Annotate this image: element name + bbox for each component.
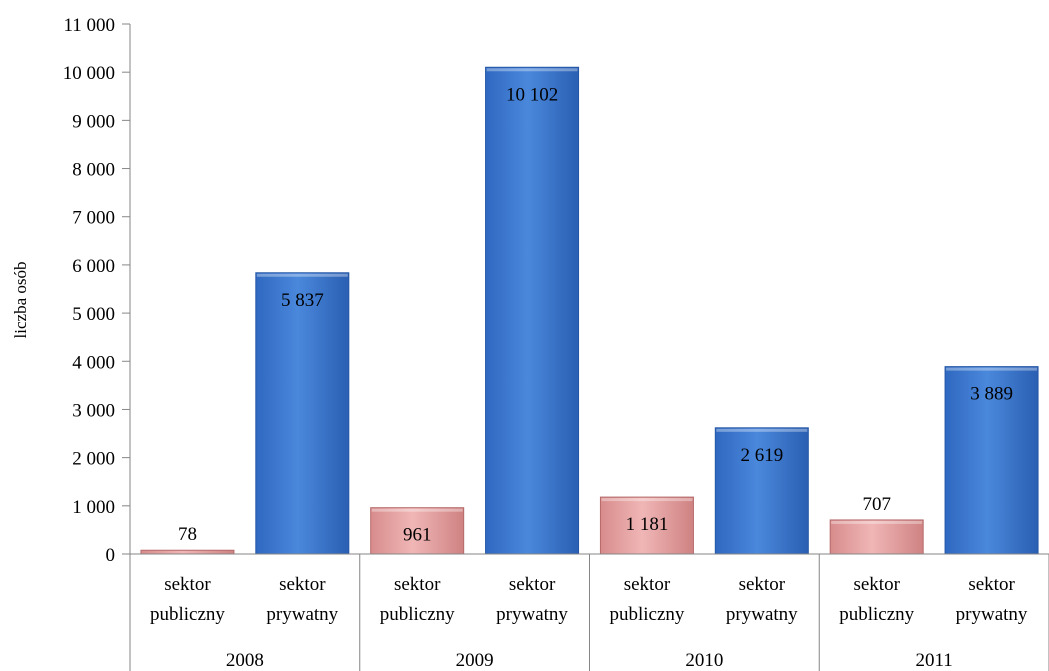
bar-group: 78 [140,524,235,555]
data-label: 961 [403,525,432,546]
x-group-label: 2008 [226,650,264,671]
bar-private [485,66,580,555]
x-category-label-line2: publiczny [150,604,225,625]
bar-group: 707 [829,494,924,555]
bar-highlight [371,508,463,512]
bar-public [140,549,235,555]
bar-public [370,507,465,555]
x-category-label-line1: sektor [394,574,441,595]
bar-group: 3 889 [944,366,1039,555]
bar-highlight [831,520,923,524]
bar-private [255,272,350,555]
y-tick-label: 3 000 [72,400,115,421]
x-category-label-line1: sektor [279,574,326,595]
x-category-label-line2: publiczny [380,604,455,625]
bar-highlight [486,68,578,72]
y-tick-label: 8 000 [72,160,115,181]
data-label: 10 102 [506,84,558,105]
x-category-label-line1: sektor [853,574,900,595]
bar-public [829,519,924,555]
bar-highlight [946,367,1038,371]
y-axis-label: liczba osób [11,262,30,339]
x-group-label: 2009 [456,650,494,671]
x-category-label-line2: prywatny [726,604,798,625]
x-category-label-line2: publiczny [839,604,914,625]
data-label: 3 889 [970,384,1013,405]
data-label: 1 181 [626,514,669,535]
y-tick-label: 10 000 [63,63,115,84]
y-tick-label: 11 000 [63,15,115,36]
bar-group: 961 [370,507,465,555]
x-axis: sektor publiczny sektor prywatny sektor publi… [129,553,1049,671]
y-tick-label: 9 000 [72,111,115,132]
y-tick-label: 4 000 [72,352,115,373]
bar-group: 5 837 [255,272,350,555]
data-label: 78 [178,524,197,545]
x-category-label-line2: prywatny [956,604,1028,625]
y-tick-label: 7 000 [72,208,115,229]
x-category-label-line1: sektor [509,574,556,595]
x-category-label-line1: sektor [739,574,786,595]
y-tick-label: 2 000 [72,449,115,470]
x-category-label-line1: sektor [968,574,1015,595]
y-axis: 0 1 000 2 000 3 000 4 000 5 000 6 000 7 000 8 00… [63,15,131,566]
x-category-label-line1: sektor [164,574,211,595]
bar-private [714,427,809,555]
x-category-label-line2: publiczny [609,604,684,625]
bar-group: 10 102 [485,66,580,555]
bar-highlight [601,498,693,502]
x-category-label-line1: sektor [624,574,671,595]
bar-highlight [716,428,808,432]
bar-group: 2 619 [714,427,809,555]
bars: 78 5 837 961 10 102 1 181 2 619 707 3 889 [140,66,1039,555]
data-label: 5 837 [281,290,324,311]
y-tick-label: 0 [106,545,116,566]
x-category-label-line2: prywatny [266,604,338,625]
x-group-label: 2010 [685,650,723,671]
bar-highlight [256,273,348,277]
x-group-label: 2011 [915,650,952,671]
data-label: 707 [862,494,891,515]
bar-group: 1 181 [599,496,694,555]
data-label: 2 619 [740,445,783,466]
y-tick-label: 5 000 [72,304,115,325]
y-tick-label: 1 000 [72,497,115,518]
y-tick-label: 6 000 [72,256,115,277]
x-category-label-line2: prywatny [496,604,568,625]
